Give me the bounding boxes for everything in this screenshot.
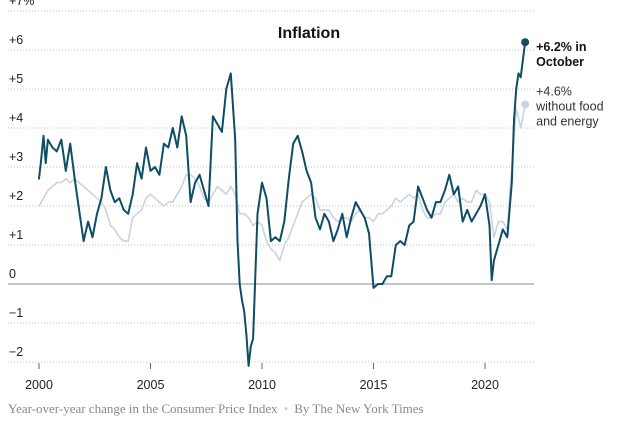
y-tick-label: −1 — [9, 306, 23, 320]
footer: Year-over-year change in the Consumer Pr… — [8, 401, 424, 417]
x-tick-label: 2010 — [248, 378, 276, 392]
footer-separator: • — [283, 401, 289, 416]
cpi-line — [38, 41, 527, 367]
y-tick-label: +5 — [9, 72, 23, 86]
y-tick-label: +3 — [9, 150, 23, 164]
chart-title: Inflation — [278, 25, 340, 42]
series-lines — [38, 38, 530, 367]
x-tick-label: 2000 — [25, 378, 53, 392]
byline: By The New York Times — [294, 401, 424, 416]
core-cpi-line — [38, 103, 526, 262]
x-axis: 2000 2005 2010 2015 2020 — [25, 363, 499, 392]
x-tick-label: 2020 — [471, 378, 499, 392]
grid — [8, 10, 534, 363]
y-tick-label: +2 — [9, 189, 23, 203]
source-note: Year-over-year change in the Consumer Pr… — [8, 401, 278, 416]
core-annotation-line: without food — [535, 100, 603, 114]
x-tick-label: 2015 — [360, 378, 388, 392]
cpi-endpoint — [521, 38, 530, 47]
core-cpi-endpoint — [521, 100, 530, 109]
y-tick-label: 0 — [9, 267, 16, 281]
y-axis: +7% +6 +5 +4 +3 +2 +1 0 −1 −2 — [9, 0, 34, 359]
core-annotation-line: and energy — [536, 115, 599, 129]
core-annotation-line: +4.6% — [536, 85, 572, 99]
y-tick-label: −2 — [9, 345, 23, 359]
y-tick-label: +4 — [9, 111, 23, 125]
cpi-annotation-line: +6.2% in — [536, 40, 586, 54]
y-tick-label: +7% — [9, 0, 34, 8]
cpi-annotation-line: October — [536, 55, 584, 69]
y-tick-label: +6 — [9, 33, 23, 47]
x-tick-label: 2005 — [137, 378, 165, 392]
y-tick-label: +1 — [9, 228, 23, 242]
